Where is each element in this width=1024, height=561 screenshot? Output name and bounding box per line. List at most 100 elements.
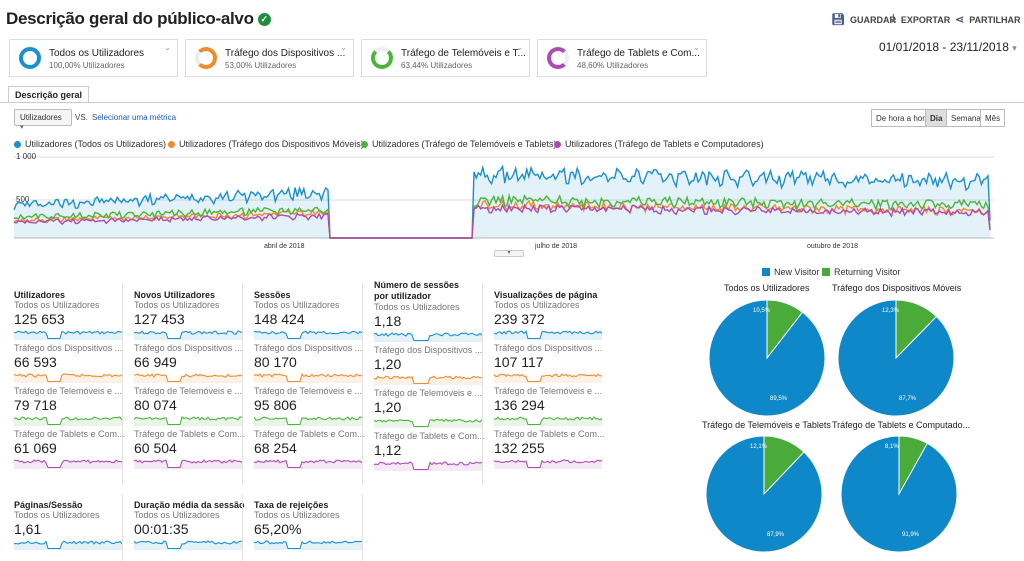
sparkline-line — [133, 459, 243, 469]
segment-card-mobile[interactable]: Tráfego dos Dispositivos ... 53,00% Util… — [185, 39, 354, 77]
users-line-chart[interactable]: 1 000 500 abril de 2018 julho de 2018 ou… — [0, 150, 1000, 250]
pie-chart-mobile[interactable]: 12,3% 87,7% — [834, 296, 958, 420]
segment-name: Tráfego de Tablets e Com... — [577, 48, 700, 59]
sparkline-line — [253, 416, 363, 426]
pie-slice-returning-visitor[interactable] — [898, 435, 928, 496]
segment-ring-icon — [195, 47, 217, 69]
sparkline — [13, 416, 123, 426]
metric-value: 60 504 — [134, 440, 177, 456]
metric-card[interactable]: Taxa de rejeições Todos os Utilizadores 65… — [253, 500, 368, 553]
sparkline-line — [493, 459, 603, 469]
export-label: EXPORTAR — [900, 14, 951, 25]
segment-card-all[interactable]: Todos os Utilizadores 100,00% Utilizador… — [9, 39, 178, 77]
sparkline-line — [493, 416, 603, 426]
date-range-picker[interactable]: 01/01/2018 - 23/11/2018 ▾ — [879, 40, 1017, 54]
series-line — [13, 203, 991, 239]
sparkline-area — [494, 460, 602, 469]
sparkline — [493, 330, 603, 340]
metric-card[interactable]: Novos Utilizadores Todos os Utilizadores 1… — [133, 290, 248, 472]
legend-item-mobile[interactable]: Utilizadores (Tráfego dos Dispositivos M… — [168, 139, 364, 149]
metric-segment-label: Todos os Utilizadores — [134, 300, 220, 310]
metric-card[interactable]: Visualizações de página Todos os Utilizad… — [493, 290, 608, 472]
metric-card[interactable]: Utilizadores Todos os Utilizadores 125 653… — [13, 290, 128, 472]
chart-series-group — [13, 164, 991, 239]
sparkline-area — [494, 331, 602, 340]
y-tick-label: 500 — [16, 195, 30, 204]
sparkline — [133, 373, 243, 383]
sparkline — [493, 373, 603, 383]
metric-value: 66 593 — [14, 354, 57, 370]
segment-card-tablets-desktop[interactable]: Tráfego de Tablets e Com... 48,60% Utili… — [537, 39, 707, 77]
pie-label-new: 87,7% — [899, 396, 917, 402]
metric-value: 1,12 — [374, 442, 402, 458]
sparkline — [133, 459, 243, 469]
metric-card[interactable]: Sessões Todos os Utilizadores 148 424 Tráfe… — [253, 290, 368, 472]
sparkline-line — [13, 416, 123, 426]
pie-title: Tráfego de Telemóveis e Tablets — [702, 420, 831, 430]
export-button[interactable]: ⤓ EXPORTAR — [891, 13, 950, 26]
sparkline-line — [133, 373, 243, 383]
sparkline-area — [134, 460, 242, 469]
legend-dot — [554, 140, 561, 148]
metric-segment-label: Todos os Utilizadores — [254, 510, 340, 520]
metric-segment-label: Tráfego dos Dispositivos ... — [134, 343, 243, 353]
metric-segment-label: Todos os Utilizadores — [14, 510, 100, 520]
pie-chart-all[interactable]: 10,5% 89,5% — [705, 296, 829, 420]
metric-segment-label: Tráfego de Tablets e Com... — [14, 429, 125, 439]
x-tick-label: julho de 2018 — [534, 243, 577, 250]
metric-title: Páginas/Sessão — [14, 500, 83, 510]
pie-slice-returning-visitor[interactable] — [766, 299, 804, 360]
metric-segment-label: Todos os Utilizadores — [254, 300, 340, 310]
pie-legend-new-label: New Visitor — [774, 267, 820, 277]
sparkline-line — [493, 330, 603, 340]
sparkline-line — [253, 540, 362, 550]
metric-value: 125 653 — [14, 311, 65, 327]
share-button[interactable]: ⋖ PARTILHAR — [955, 13, 1021, 26]
tab-overview[interactable]: Descrição geral — [8, 86, 90, 103]
metric-select-value: Utilizadores — [20, 113, 62, 122]
chevron-down-icon[interactable]: ⌄ — [693, 43, 700, 52]
metric-value: 95 806 — [254, 397, 297, 413]
legend-item-tablets-desktop[interactable]: Utilizadores (Tráfego de Tablets e Compu… — [554, 139, 764, 149]
card-divider — [122, 494, 123, 561]
granularity-day[interactable]: Dia — [925, 109, 948, 127]
pie-label-returning: 12,3% — [882, 308, 900, 314]
granularity-month[interactable]: Mês — [980, 109, 1006, 127]
sparkline-line — [13, 459, 123, 469]
legend-item-phones-tablets[interactable]: Utilizadores (Tráfego de Telemóveis e Ta… — [361, 139, 556, 149]
metric-card[interactable]: Páginas/Sessão Todos os Utilizadores 1,61 — [13, 500, 128, 553]
metric-card[interactable]: Duração média da sessão Todos os Utilizad… — [133, 500, 248, 553]
chart-resize-handle[interactable]: ▾ — [494, 250, 524, 257]
x-tick-label: outubro de 2018 — [807, 243, 858, 250]
page-title: Descrição geral do público-alvo ✓ — [6, 9, 271, 29]
legend-label: Utilizadores (Tráfego de Telemóveis e Ta… — [372, 139, 557, 149]
pie-slice-returning-visitor[interactable] — [895, 299, 938, 360]
card-divider — [122, 284, 123, 484]
sparkline-area — [14, 417, 122, 426]
page-title-text: Descrição geral do público-alvo — [6, 9, 254, 28]
sparkline-line — [373, 418, 483, 428]
metric-select[interactable]: Utilizadores ▾ — [14, 109, 72, 131]
sparkline — [13, 540, 123, 550]
select-metric-link[interactable]: Selecionar uma métrica — [92, 113, 177, 122]
legend-item-all[interactable]: Utilizadores (Todos os Utilizadores) — [14, 139, 166, 149]
metric-card[interactable]: Número de sessões por utilizador Todos os… — [373, 280, 488, 474]
segment-pct: 63,44% Utilizadores — [401, 61, 473, 70]
pie-chart-tablets-desktop[interactable]: 8,1% 91,9% — [837, 432, 961, 556]
legend-label: Utilizadores (Todos os Utilizadores) — [25, 139, 167, 149]
chevron-down-icon[interactable]: ⌄ — [516, 43, 523, 52]
pie-title: Todos os Utilizadores — [724, 283, 810, 293]
metric-segment-label: Tráfego de Tablets e Com... — [254, 429, 365, 439]
save-button[interactable]: 💾︎ GUARDAR — [831, 13, 896, 26]
chevron-down-icon[interactable]: ⌄ — [164, 43, 171, 52]
pie-slice-returning-visitor[interactable] — [763, 435, 805, 496]
metric-segment-label: Tráfego dos Dispositivos ... — [254, 343, 363, 353]
segment-card-phones-tablets[interactable]: Tráfego de Telemóveis e T... 63,44% Util… — [361, 39, 530, 77]
legend-label: Utilizadores (Tráfego de Tablets e Compu… — [565, 139, 764, 149]
metric-value: 1,20 — [374, 399, 402, 415]
sparkline — [373, 332, 483, 342]
pie-chart-phones-tablets[interactable]: 12,1% 87,9% — [702, 432, 826, 556]
sparkline-area — [254, 374, 362, 383]
metric-title: Novos Utilizadores — [134, 290, 216, 300]
chevron-down-icon[interactable]: ⌄ — [340, 43, 347, 52]
